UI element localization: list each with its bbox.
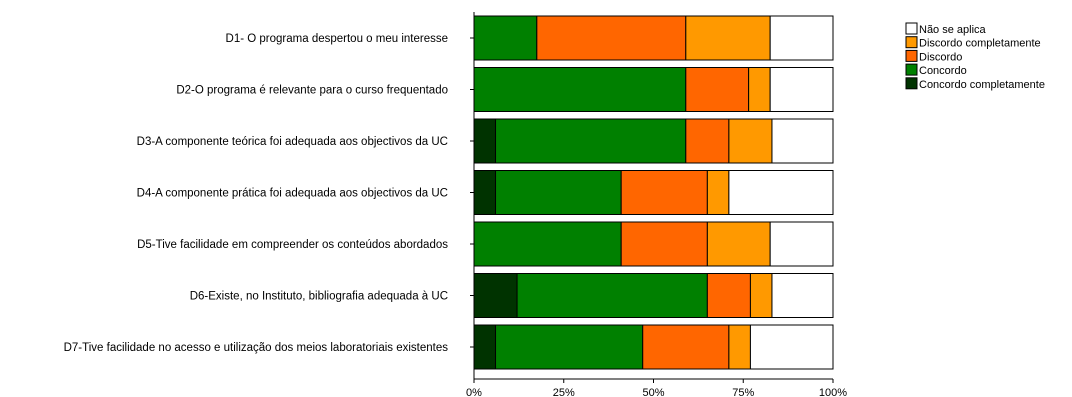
bar-segment-d6-s2	[706, 273, 751, 318]
bar-segment-d6-s3	[749, 273, 773, 318]
bar-segment-d2-s1	[473, 67, 687, 112]
bar-segment-d3-s4	[771, 118, 834, 164]
legend-swatch	[905, 63, 918, 76]
legend-swatch	[905, 77, 918, 90]
legend-swatch	[905, 36, 918, 49]
category-label-d2: D2-O programa é relevante para o curso f…	[176, 85, 448, 97]
x-tick-label: 100%	[819, 387, 847, 397]
bar-segment-d6-s0	[473, 273, 518, 318]
bar-segment-d7-s3	[728, 324, 751, 370]
bar-segment-d5-s1	[473, 221, 622, 267]
legend-label: Não se aplica	[919, 24, 987, 36]
bar-segment-d4-s4	[728, 170, 834, 215]
bars-group	[473, 15, 834, 370]
bar-segment-d1-s4	[769, 15, 834, 61]
category-label-d6: D6-Existe, no Instituto, bibliografia ad…	[190, 291, 448, 303]
legend-label: Discordo completamente	[919, 38, 1041, 50]
bar-segment-d3-s3	[728, 118, 773, 164]
bar-segment-d7-s0	[473, 324, 497, 370]
x-tick-label: 50%	[642, 387, 664, 397]
bar-segment-d1-s2	[536, 15, 687, 61]
category-label-d1: D1- O programa despertou o meu interesse	[226, 33, 448, 45]
bar-segment-d4-s3	[706, 170, 730, 215]
bar-segment-d4-s2	[620, 170, 708, 215]
x-axis: 0% 25% 50% 75% 100%	[466, 12, 847, 397]
bar-segment-d7-s1	[495, 324, 644, 370]
category-label-d3: D3-A componente teórica foi adequada aos…	[137, 136, 448, 148]
legend-label: Concordo completamente	[919, 79, 1045, 91]
x-tick-label: 25%	[553, 387, 575, 397]
bar-segment-d3-s1	[495, 118, 687, 164]
x-tick-label: 0%	[466, 387, 482, 397]
bar-segment-d5-s4	[769, 221, 834, 267]
legend-swatch	[905, 22, 918, 35]
bar-segment-d7-s2	[642, 324, 730, 370]
category-label-d4: D4-A componente prática foi adequada aos…	[137, 188, 448, 200]
category-label-d7: D7-Tive facilidade no acesso e utilizaçã…	[64, 342, 449, 354]
bar-segment-d7-s4	[749, 324, 834, 370]
bar-segment-d6-s4	[771, 273, 834, 318]
bar-segment-d1-s3	[685, 15, 771, 61]
bar-segment-d2-s3	[748, 67, 771, 112]
legend-label: Concordo	[919, 65, 967, 77]
bar-segment-d3-s2	[685, 118, 730, 164]
bar-segment-d2-s2	[685, 67, 750, 112]
legend-swatch	[905, 49, 918, 62]
bar-segment-d5-s2	[620, 221, 708, 267]
x-tick-label: 75%	[732, 387, 754, 397]
bar-segment-d2-s4	[769, 67, 834, 112]
bar-segment-d4-s0	[473, 170, 497, 215]
bar-segment-d3-s0	[473, 118, 497, 164]
bar-segment-d1-s1	[473, 15, 538, 61]
bar-segment-d4-s1	[495, 170, 622, 215]
legend-label: Discordo	[919, 51, 962, 63]
category-label-d5: D5-Tive facilidade em compreender os con…	[137, 239, 448, 251]
bar-segment-d5-s3	[706, 221, 771, 267]
legend: Não se aplica Discordo completamenteDisco…	[905, 22, 1045, 91]
bar-segment-d6-s1	[516, 273, 708, 318]
category-labels: D1- O programa despertou o meu interesse…	[64, 33, 474, 354]
